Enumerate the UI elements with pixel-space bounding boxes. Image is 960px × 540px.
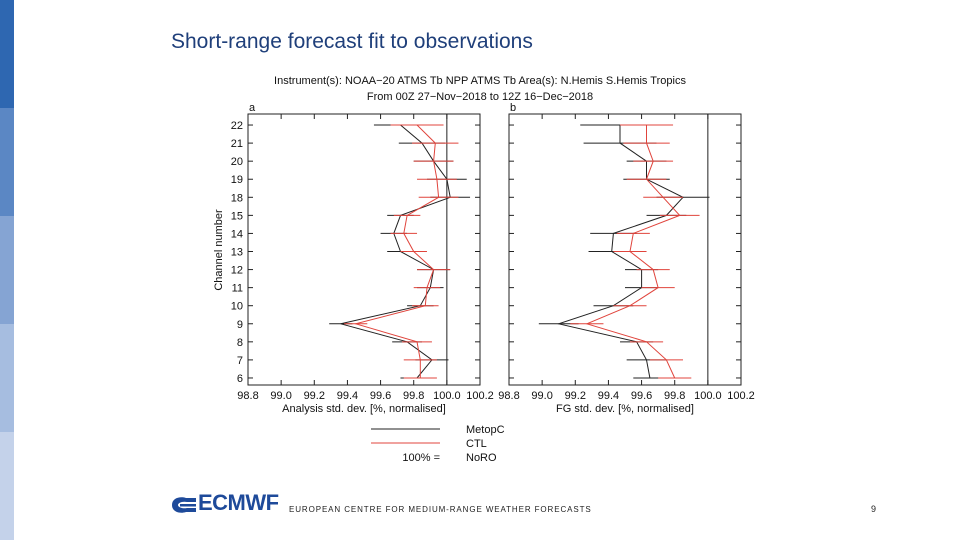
x-tick-label: 99.8 xyxy=(664,390,685,402)
x-axis-label: Analysis std. dev. [%, normalised] xyxy=(282,403,446,415)
y-tick-label: 8 xyxy=(237,337,243,349)
sidebar-block xyxy=(0,108,14,216)
sidebar-color-strip xyxy=(0,0,14,540)
sidebar-block xyxy=(0,324,14,432)
x-tick-label: 99.2 xyxy=(565,390,586,402)
panel-label: b xyxy=(510,102,516,114)
y-tick-label: 11 xyxy=(232,283,243,295)
footer-organisation-name: EUROPEAN CENTRE FOR MEDIUM-RANGE WEATHER… xyxy=(289,505,592,514)
x-tick-label: 99.4 xyxy=(337,390,358,402)
y-tick-label: 18 xyxy=(231,192,243,204)
chart-header-line-2: From 00Z 27−Nov−2018 to 12Z 16−Dec−2018 xyxy=(367,91,593,103)
x-tick-label: 99.6 xyxy=(370,390,391,402)
panel-frame xyxy=(508,113,742,386)
panel-frame xyxy=(247,113,481,386)
ctl-series-line xyxy=(585,125,681,379)
x-tick-label: 98.8 xyxy=(237,390,258,402)
slide-title: Short-range forecast fit to observations xyxy=(171,30,533,53)
y-tick-label: 22 xyxy=(231,120,243,132)
x-tick-label: 99.4 xyxy=(598,390,619,402)
legend-label: MetopC xyxy=(466,424,505,436)
y-tick-label: 7 xyxy=(237,355,243,367)
logo-text: ECMWF xyxy=(198,490,279,515)
y-axis-label: Channel number xyxy=(213,209,225,291)
x-tick-label: 99.6 xyxy=(631,390,652,402)
x-tick-label: 99.0 xyxy=(531,390,552,402)
x-tick-label: 99.8 xyxy=(403,390,424,402)
page-number: 9 xyxy=(871,504,877,514)
legend-label: NoRO xyxy=(466,452,497,464)
sidebar-block xyxy=(0,0,14,108)
y-tick-label: 6 xyxy=(237,373,243,385)
x-tick-label: 99.0 xyxy=(270,390,291,402)
x-tick-label: 99.2 xyxy=(304,390,325,402)
y-tick-label: 21 xyxy=(231,138,243,150)
x-tick-label: 100.2 xyxy=(466,390,494,402)
ctl-series-line xyxy=(353,124,440,378)
x-tick-label: 100.0 xyxy=(694,390,722,402)
metopc-series-line xyxy=(556,125,684,379)
x-tick-label: 98.8 xyxy=(498,390,519,402)
sidebar-block xyxy=(0,432,14,540)
y-tick-label: 14 xyxy=(231,228,243,240)
x-axis-label: FG std. dev. [%, normalised] xyxy=(556,403,694,415)
y-tick-label: 12 xyxy=(231,265,243,277)
legend-label: CTL xyxy=(466,438,487,450)
y-tick-label: 20 xyxy=(231,156,243,168)
y-tick-label: 13 xyxy=(231,247,243,259)
panel-label: a xyxy=(249,102,256,114)
sidebar-block xyxy=(0,216,14,324)
ecmwf-logo-icon xyxy=(172,497,196,513)
x-tick-label: 100.0 xyxy=(433,390,461,402)
y-tick-label: 9 xyxy=(237,319,243,331)
chart-header-line-1: Instrument(s): NOAA−20 ATMS Tb NPP ATMS … xyxy=(274,75,686,87)
y-tick-label: 19 xyxy=(231,174,243,186)
legend-note: 100% = xyxy=(402,452,440,464)
y-tick-label: 10 xyxy=(231,301,243,313)
y-tick-label: 15 xyxy=(231,210,243,222)
x-tick-label: 100.2 xyxy=(727,390,755,402)
